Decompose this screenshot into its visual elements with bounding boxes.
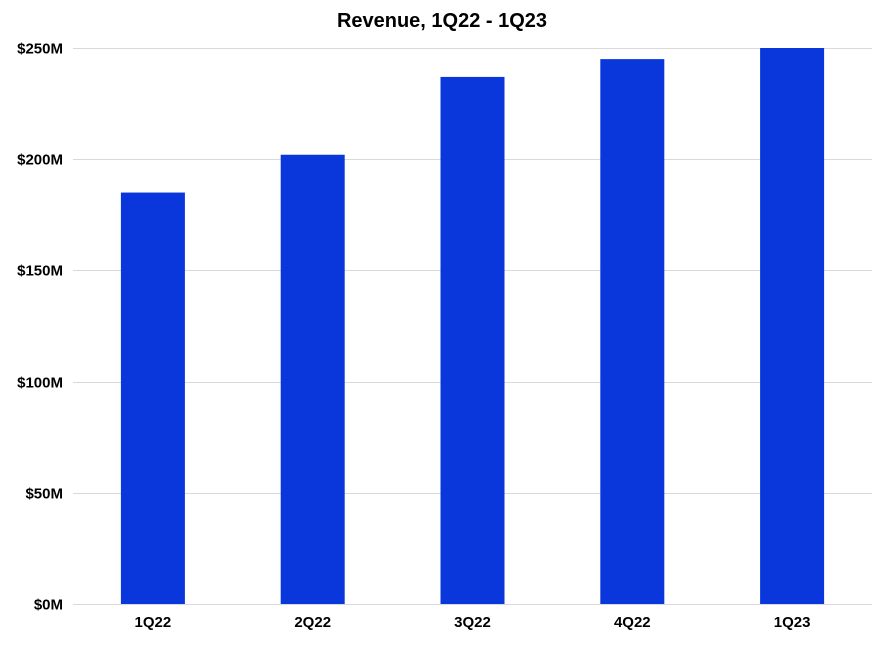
chart-title: Revenue, 1Q22 - 1Q23 <box>337 10 547 32</box>
x-axis: 1Q22 2Q22 3Q22 4Q22 1Q23 <box>135 614 811 631</box>
y-axis: $0M $50M $100M $150M $200M $250M <box>17 41 63 614</box>
bar <box>280 154 345 604</box>
y-tick-label: $100M <box>17 375 63 392</box>
x-tick-label: 1Q22 <box>135 614 172 631</box>
y-tick-label: $250M <box>17 41 63 58</box>
x-tick-label: 1Q23 <box>774 614 811 631</box>
y-tick-label: $0M <box>34 597 63 614</box>
bar <box>600 59 665 605</box>
x-tick-label: 3Q22 <box>454 614 491 631</box>
x-tick-label: 4Q22 <box>614 614 651 631</box>
bar-layer <box>120 48 825 605</box>
bar <box>440 76 505 605</box>
y-tick-label: $200M <box>17 152 63 169</box>
y-tick-label: $150M <box>17 263 63 280</box>
x-tick-label: 2Q22 <box>294 614 331 631</box>
bar <box>760 48 825 604</box>
bar <box>120 192 185 604</box>
y-tick-label: $50M <box>25 486 63 503</box>
